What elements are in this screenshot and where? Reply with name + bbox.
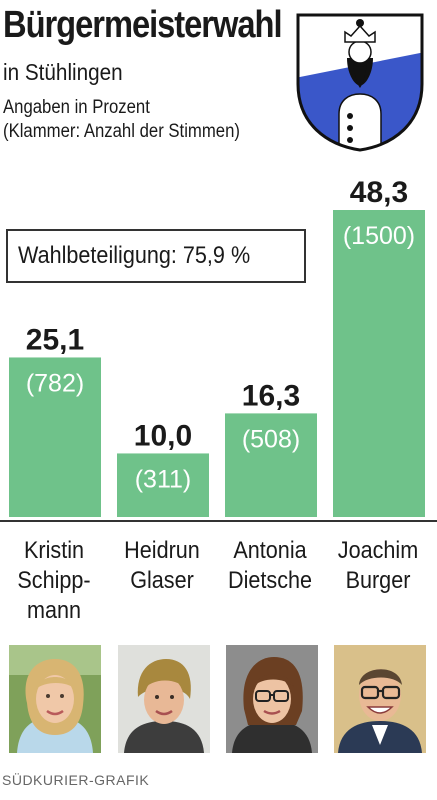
bar-value-label: 48,3: [350, 176, 408, 209]
candidate-names: Kristin Schipp- mann Heidrun Glaser Anto…: [0, 536, 437, 636]
units-note-line-2: (Klammer: Anzahl der Stimmen): [3, 121, 240, 142]
units-note: Angaben in Prozent (Klammer: Anzahl der …: [3, 96, 240, 144]
bar-vote-count-label: (311): [135, 465, 192, 493]
bar: [225, 413, 317, 517]
bar: [333, 210, 425, 517]
bar-vote-count-label: (508): [242, 425, 300, 453]
candidate-name: Heidrun Glaser: [124, 537, 200, 594]
bar-chart: 25,1 (782) 10,0 (311) 16,3 (508) 48,3 (1500): [0, 176, 437, 522]
turnout-box: Wahlbeteiligung: 75,9 %: [6, 229, 306, 283]
coat-of-arms-icon: [296, 13, 424, 152]
chart-subtitle: in Stühlingen: [3, 59, 123, 85]
chart-title: Bürgermeisterwahl: [3, 4, 283, 46]
bar-value-label: 16,3: [242, 379, 300, 412]
candidate-name: Joachim Burger: [337, 537, 419, 594]
bar-value-label: 10,0: [134, 419, 192, 452]
units-note-line-1: Angaben in Prozent: [3, 97, 150, 118]
bar-value-label: 25,1: [26, 323, 84, 356]
bar-vote-count-label: (1500): [343, 222, 415, 250]
bar: [117, 453, 209, 517]
portrait-photo: [9, 645, 101, 753]
bar: [9, 357, 101, 517]
candidate-name: Kristin Schipp- mann: [17, 537, 91, 624]
bar-vote-count-label: (782): [26, 369, 84, 397]
turnout-label: Wahlbeteiligung: 75,9 %: [18, 242, 251, 269]
source-credit: SÜDKURIER-GRAFIK: [2, 772, 150, 788]
portrait-photo: [118, 645, 210, 753]
portrait-photo: [334, 645, 426, 753]
portrait-photo: [226, 645, 318, 753]
candidate-name: Antonia Dietsche: [227, 537, 313, 594]
